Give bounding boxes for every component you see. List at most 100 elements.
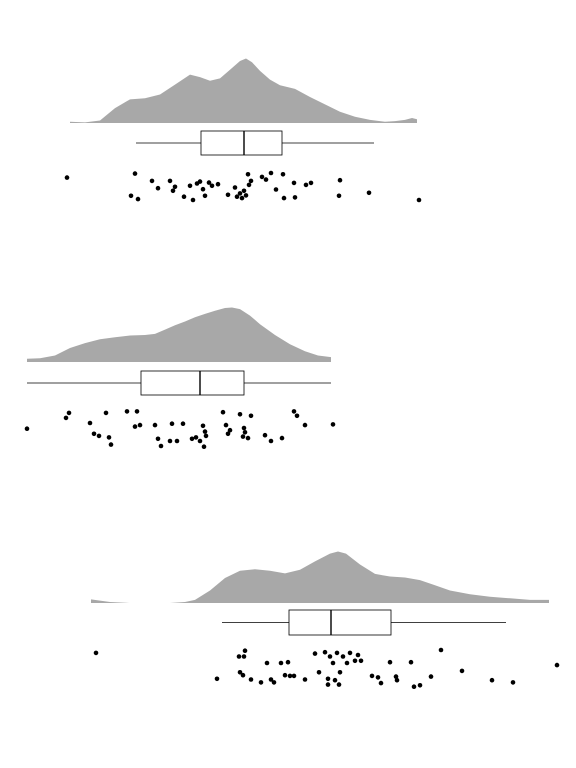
data-point: [245, 172, 251, 177]
data-point: [155, 185, 161, 191]
iqr-box: [200, 130, 283, 156]
data-point: [393, 674, 399, 679]
data-point: [200, 423, 206, 429]
data-point: [201, 444, 207, 450]
data-point: [428, 674, 434, 679]
data-point: [203, 433, 209, 439]
data-point: [108, 442, 114, 447]
data-point: [220, 409, 226, 415]
data-point: [375, 675, 381, 680]
data-point: [459, 668, 465, 674]
data-point: [181, 194, 187, 199]
data-point: [264, 660, 270, 666]
data-point: [134, 409, 140, 414]
data-point: [149, 178, 155, 184]
data-point: [279, 435, 285, 441]
data-point: [416, 197, 422, 203]
data-point: [214, 676, 220, 682]
data-point: [93, 650, 99, 656]
data-point: [248, 413, 254, 419]
data-point: [378, 680, 384, 686]
data-point: [336, 682, 342, 687]
data-point: [316, 670, 322, 675]
data-point: [287, 673, 293, 679]
data-point: [197, 438, 203, 444]
data-point: [308, 180, 314, 186]
data-point: [152, 422, 158, 428]
raincloud-panel-2: [24, 307, 336, 450]
data-point: [325, 682, 331, 687]
data-point: [96, 433, 102, 439]
data-point: [240, 672, 246, 678]
data-point: [174, 438, 180, 444]
data-point: [281, 195, 287, 201]
iqr-box: [140, 370, 245, 396]
data-point: [268, 677, 274, 682]
data-point: [387, 659, 393, 665]
data-point: [158, 443, 164, 449]
data-point: [91, 431, 97, 437]
data-point: [330, 660, 336, 666]
data-point: [124, 409, 130, 414]
data-point: [438, 647, 444, 653]
data-point: [132, 171, 138, 176]
data-point: [223, 422, 229, 428]
data-point: [347, 650, 353, 656]
data-point: [312, 651, 318, 656]
data-point: [489, 677, 495, 683]
raincloud-panel-1: [64, 58, 422, 203]
data-point: [169, 421, 175, 427]
data-point: [155, 436, 161, 442]
data-point: [285, 659, 291, 665]
data-point: [246, 182, 252, 188]
data-point: [245, 435, 251, 441]
data-point: [366, 190, 372, 196]
data-point: [132, 424, 138, 429]
data-point: [248, 677, 254, 682]
density-curve: [70, 58, 417, 123]
data-point: [243, 193, 249, 198]
data-point: [227, 427, 233, 433]
data-point: [239, 195, 245, 201]
data-point: [263, 177, 269, 182]
data-point: [64, 175, 70, 180]
data-point: [200, 186, 206, 192]
data-point: [303, 182, 309, 188]
data-point: [66, 410, 72, 416]
data-point: [209, 183, 215, 189]
data-point: [242, 648, 248, 653]
density-curve: [27, 307, 331, 362]
data-point: [128, 193, 134, 199]
data-point: [302, 422, 308, 428]
data-point: [332, 677, 338, 683]
data-point: [337, 177, 343, 183]
data-point: [135, 196, 141, 202]
data-point: [234, 194, 240, 199]
data-point: [337, 670, 343, 675]
data-point: [24, 426, 30, 432]
data-point: [322, 649, 328, 655]
data-point: [273, 187, 279, 192]
data-point: [189, 436, 195, 442]
data-point: [325, 676, 331, 682]
density-curve: [91, 551, 549, 603]
data-point: [358, 658, 364, 664]
data-point: [344, 660, 350, 666]
data-point: [411, 684, 417, 689]
data-point: [417, 683, 423, 688]
data-point: [241, 188, 247, 194]
data-point: [259, 174, 265, 180]
data-point: [225, 431, 231, 437]
data-point: [291, 180, 297, 186]
data-point: [167, 438, 173, 444]
data-point: [237, 191, 243, 196]
data-point: [225, 192, 231, 198]
data-point: [202, 193, 208, 199]
data-point: [242, 430, 248, 435]
raincloud-panel-3: [91, 551, 560, 689]
data-point: [137, 422, 143, 428]
data-point: [241, 425, 247, 431]
data-point: [202, 429, 208, 434]
